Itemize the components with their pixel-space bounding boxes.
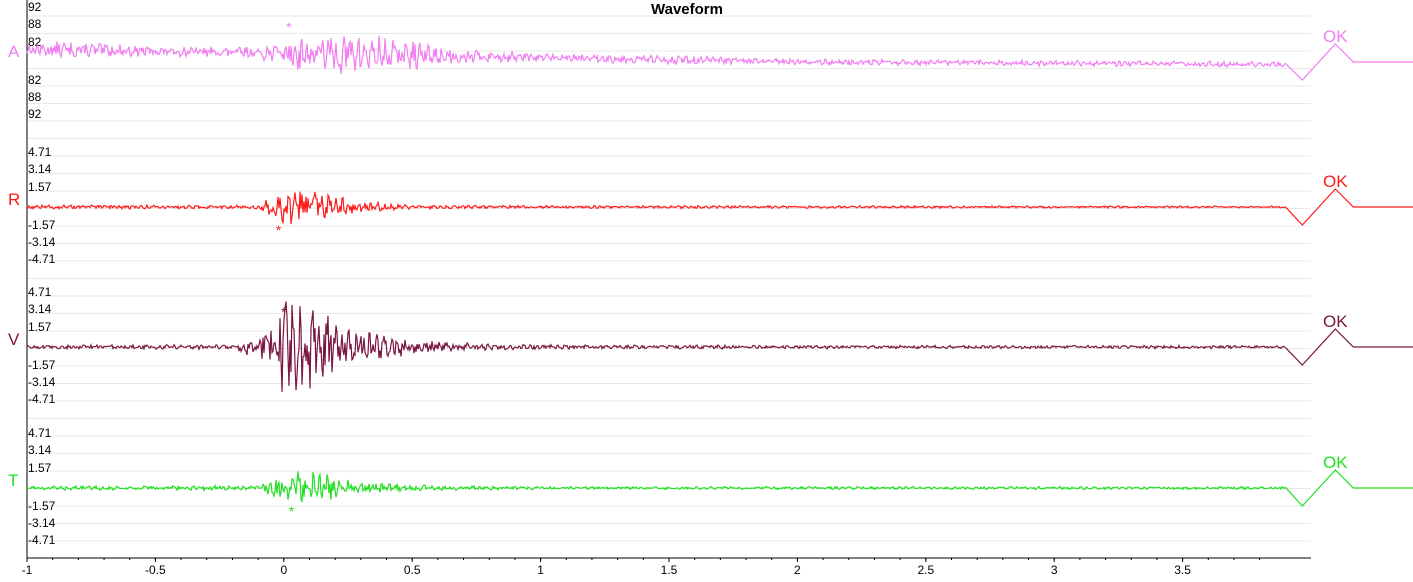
y-tick-label: 1.57 xyxy=(28,461,52,475)
y-tick-label: 88 xyxy=(28,17,42,31)
event-marker: * xyxy=(276,222,282,238)
waveform-trace xyxy=(26,471,1286,504)
chart-title: Waveform xyxy=(651,1,723,18)
x-tick-label: 2 xyxy=(794,563,801,577)
status-trace xyxy=(1284,469,1413,507)
x-tick-label: -1 xyxy=(22,563,33,577)
status-trace xyxy=(1284,328,1413,366)
x-tick-label: 1 xyxy=(537,563,544,577)
waveform-trace xyxy=(26,301,1286,392)
y-tick-label: 3.14 xyxy=(28,302,52,316)
event-marker: * xyxy=(289,503,295,519)
channel-v: V 4.71 3.14 1.57 -1.57 -3.14 -4.71 OK * xyxy=(8,285,1413,406)
y-tick-label: -1.57 xyxy=(28,218,56,232)
x-tick-label: 2.5 xyxy=(917,563,934,577)
y-tick-label: 88 xyxy=(28,90,42,104)
y-tick-label: 1.57 xyxy=(28,320,52,334)
y-tick-label: -3.14 xyxy=(28,516,56,530)
x-tick-label: -0.5 xyxy=(145,563,166,577)
axes: -1 -0.5 0 0.5 1 1.5 2 2.5 3 3.5 xyxy=(22,0,1311,577)
y-tick-label: 3.14 xyxy=(28,443,52,457)
y-tick-label: -3.14 xyxy=(28,235,56,249)
channels: A 92 88 82 82 88 92 OK * R 4.71 3.14 1.57 -1.57 -3.14 -… xyxy=(8,0,1413,547)
y-tick-label: -1.57 xyxy=(28,358,56,372)
x-tick-label: 0 xyxy=(280,563,287,577)
channel-name: R xyxy=(8,190,20,209)
status-label: OK xyxy=(1323,453,1348,472)
channel-a: A 92 88 82 82 88 92 OK * xyxy=(8,0,1413,121)
x-tick-label: 3.5 xyxy=(1174,563,1191,577)
y-tick-label: 82 xyxy=(28,35,42,49)
channel-name: T xyxy=(8,471,18,490)
y-tick-label: 4.71 xyxy=(28,426,52,440)
y-tick-label: 92 xyxy=(28,107,42,121)
y-tick-label: 4.71 xyxy=(28,285,52,299)
waveform-trace xyxy=(26,191,1286,225)
y-tick-label: -4.71 xyxy=(28,533,56,547)
y-tick-label: 1.57 xyxy=(28,180,52,194)
channel-name: V xyxy=(8,330,20,349)
waveform-trace xyxy=(26,35,1286,74)
event-marker: * xyxy=(286,19,292,35)
y-tick-label: -4.71 xyxy=(28,392,56,406)
y-tick-label: -1.57 xyxy=(28,499,56,513)
status-label: OK xyxy=(1323,27,1348,46)
event-marker: * xyxy=(281,304,287,320)
channel-name: A xyxy=(8,42,20,61)
y-tick-label: 4.71 xyxy=(28,145,52,159)
status-trace xyxy=(1284,43,1413,81)
status-label: OK xyxy=(1323,312,1348,331)
x-tick-label: 3 xyxy=(1051,563,1058,577)
y-tick-label: 82 xyxy=(28,73,42,87)
y-tick-label: 3.14 xyxy=(28,162,52,176)
x-tick-label: 1.5 xyxy=(661,563,678,577)
status-trace xyxy=(1284,188,1413,226)
y-tick-label: -3.14 xyxy=(28,375,56,389)
y-tick-label: -4.71 xyxy=(28,252,56,266)
y-tick-label: 92 xyxy=(28,0,42,14)
channel-t: T 4.71 3.14 1.57 -1.57 -3.14 -4.71 OK * xyxy=(8,426,1413,547)
x-tick-label: 0.5 xyxy=(404,563,421,577)
status-label: OK xyxy=(1323,172,1348,191)
channel-r: R 4.71 3.14 1.57 -1.57 -3.14 -4.71 OK * xyxy=(8,145,1413,266)
